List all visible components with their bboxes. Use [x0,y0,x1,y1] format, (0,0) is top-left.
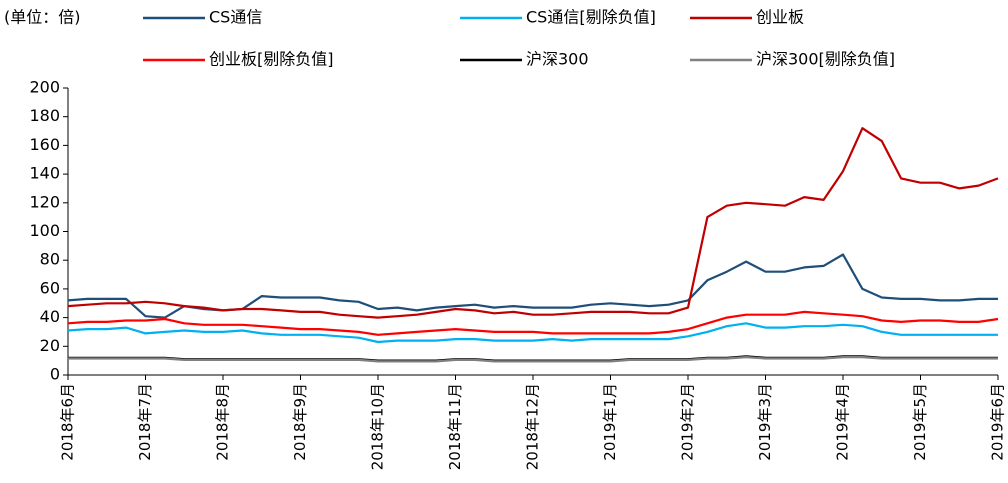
y-tick-label: 80 [40,250,60,269]
y-tick-label: 180 [29,106,60,125]
x-tick-label: 2018年12月 [524,383,542,470]
legend-label: 沪深300[剔除负值] [756,50,895,69]
series-line [67,322,998,344]
unit-label: (单位：倍) [4,8,81,27]
legend-label: CS通信[剔除负值] [526,8,656,27]
x-tick-label: 2019年6月 [989,383,1007,461]
x-tick-label: 2019年1月 [601,383,619,461]
x-tick-label: 2018年7月 [136,383,154,461]
legend-label: 创业板 [756,8,804,27]
y-tick-label: 120 [29,192,60,211]
series-line [68,356,998,363]
x-tick-label: 2018年6月 [59,383,77,461]
y-tick-label: 0 [50,365,60,384]
y-tick-label: 200 [29,78,60,97]
legend-label: 沪深300 [526,50,589,69]
y-tick-label: 160 [29,135,60,154]
y-tick-label: 140 [29,164,60,183]
y-tick-label: 60 [40,278,60,297]
y-tick-label: 40 [40,307,60,326]
y-tick-label: 100 [29,221,60,240]
series-line [67,310,999,336]
x-tick-label: 2018年11月 [446,383,464,470]
x-tick-label: 2019年3月 [756,383,774,461]
legend-label: CS通信 [209,8,262,27]
x-tick-label: 2019年4月 [834,383,852,461]
x-tick-label: 2019年2月 [679,383,697,461]
y-tick-label: 20 [40,336,60,355]
x-tick-label: 2019年5月 [911,383,929,461]
x-tick-label: 2018年8月 [214,383,232,461]
x-tick-label: 2018年10月 [369,383,387,470]
legend-label: 创业板[剔除负值] [209,50,334,69]
series-line [67,127,999,319]
x-tick-label: 2018年9月 [291,383,309,461]
